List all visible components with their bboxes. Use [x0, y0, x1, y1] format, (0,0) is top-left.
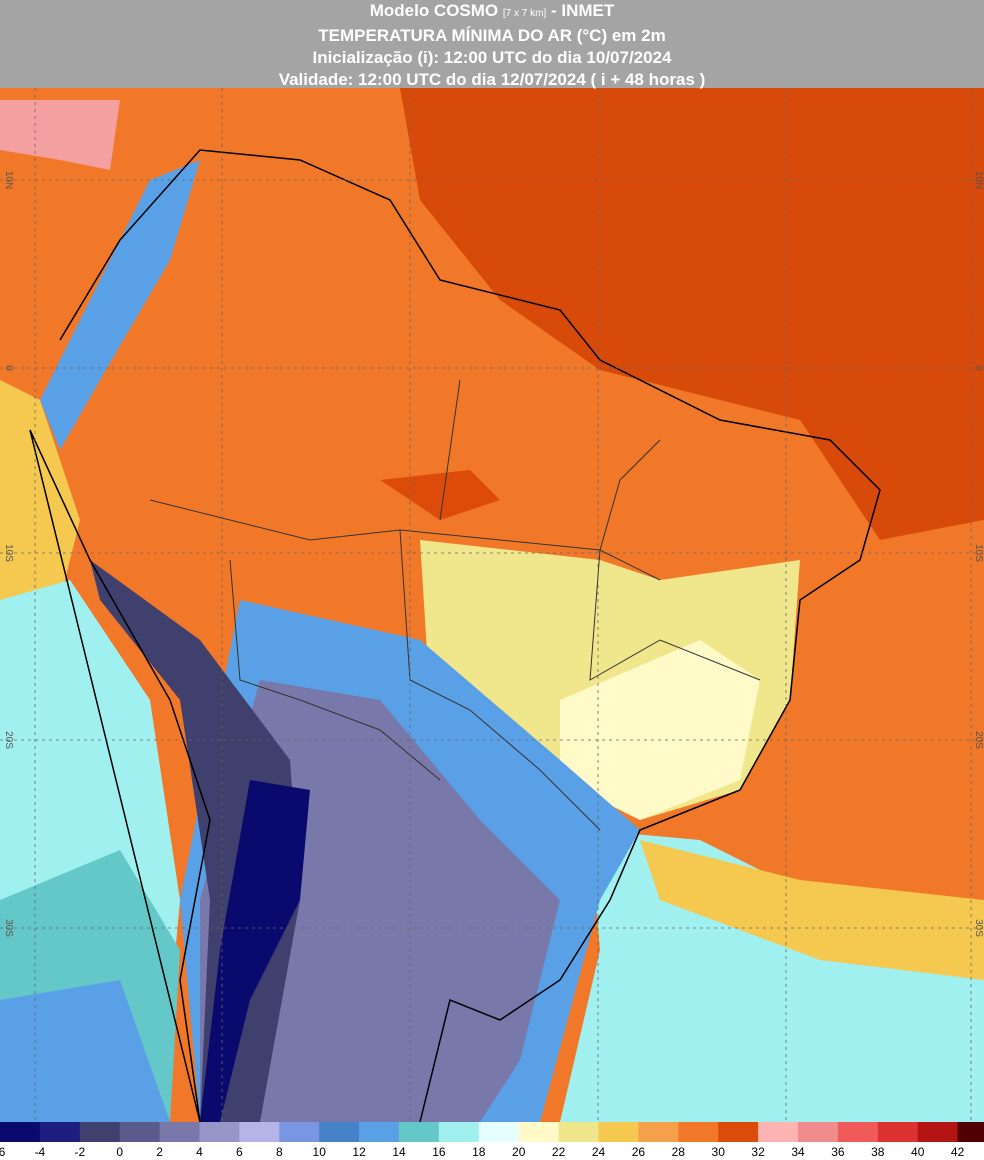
- title-model: Modelo COSMO: [369, 1, 499, 20]
- colorbar-swatch: [877, 1122, 919, 1142]
- colorbar-swatch: [0, 1122, 41, 1142]
- colorbar-swatch: [279, 1122, 320, 1142]
- lat-label: 20S: [973, 731, 984, 749]
- andes-north: [40, 160, 200, 450]
- title-resolution: [7 x 7 km]: [502, 8, 547, 19]
- colorbar-swatch: [558, 1122, 599, 1142]
- colorbar-swatch: [718, 1122, 759, 1142]
- colorbar-label: -6: [0, 1145, 6, 1159]
- ocean-warm: [400, 88, 984, 540]
- colorbar-swatch: [319, 1122, 360, 1142]
- colorbar-label: 20: [512, 1145, 526, 1159]
- colorbar-swatch: [359, 1122, 400, 1142]
- colorbar-label: 14: [392, 1145, 406, 1159]
- colorbar-label: 4: [196, 1145, 203, 1159]
- colorbar-label: 2: [156, 1145, 163, 1159]
- colorbar-label: 10: [313, 1145, 327, 1159]
- colorbar-label: 36: [831, 1145, 845, 1159]
- andes-coldest: [200, 780, 310, 1122]
- title-line: Validade: 12:00 UTC do dia 12/07/2024 ( …: [278, 70, 706, 89]
- colorbar-swatch: [239, 1122, 280, 1142]
- coastline: [29, 149, 881, 1123]
- colorbar-label: 42: [951, 1145, 965, 1159]
- colorbar-swatch: [917, 1122, 959, 1142]
- colorbar-label: 30: [712, 1145, 726, 1159]
- atlantic-warm: [640, 840, 984, 980]
- colorbar-swatch: [957, 1122, 984, 1142]
- colorbar-label: 12: [352, 1145, 366, 1159]
- lat-label: 10N: [3, 171, 14, 189]
- colorbar-label: -2: [74, 1145, 85, 1159]
- colorbar-label: 38: [871, 1145, 885, 1159]
- colorbar-swatch: [79, 1122, 121, 1142]
- pacific-colder: [0, 980, 170, 1122]
- colorbar-label: 6: [236, 1145, 243, 1159]
- title-line: TEMPERATURA MÍNIMA DO AR (°C) em 2m: [318, 26, 666, 45]
- atlantic-cool: [560, 830, 984, 1122]
- lat-label: 10S: [3, 544, 14, 562]
- colorbar-swatch: [39, 1122, 81, 1142]
- colorbar-label: 24: [592, 1145, 606, 1159]
- colorbar-swatch: [798, 1122, 839, 1142]
- colorbar-label: 8: [276, 1145, 283, 1159]
- colorbar-swatch: [159, 1122, 200, 1142]
- colorbar-label: 40: [911, 1145, 925, 1159]
- colorbar-swatch: [119, 1122, 161, 1142]
- colorbar-swatch: [598, 1122, 639, 1142]
- title-line: Modelo COSMO [7 x 7 km] - INMET: [0, 0, 984, 25]
- lat-label: 0: [973, 365, 984, 371]
- colorbar-swatch: [758, 1122, 799, 1142]
- title-bar: Modelo COSMO [7 x 7 km] - INMET TEMPERAT…: [0, 0, 984, 89]
- colorbar-swatch: [199, 1122, 240, 1142]
- colorbar-swatch: [399, 1122, 440, 1142]
- colorbar-label: 0: [116, 1145, 123, 1159]
- colorbar-label: 28: [672, 1145, 686, 1159]
- colorbar-label: 16: [432, 1145, 446, 1159]
- lat-label: 10S: [973, 544, 984, 562]
- colorbar-swatch: [438, 1122, 480, 1142]
- colorbar-swatch: [638, 1122, 679, 1142]
- lat-label: 0: [3, 365, 14, 371]
- lat-label: 20S: [3, 731, 14, 749]
- colorbar-label: -4: [35, 1145, 46, 1159]
- borders: [149, 379, 761, 831]
- title-source: - INMET: [551, 1, 615, 20]
- colorbar-label: 34: [791, 1145, 805, 1159]
- lat-label: 10N: [973, 171, 984, 189]
- pacific-warm: [0, 380, 80, 620]
- colorbar-swatch: [837, 1122, 879, 1142]
- colorbar-label: 18: [472, 1145, 486, 1159]
- lat-label: 30S: [973, 919, 984, 937]
- colorbar-label: 26: [632, 1145, 646, 1159]
- ocean-east: [700, 520, 984, 940]
- colorbar-swatch: [518, 1122, 560, 1142]
- warm-spot: [0, 100, 120, 170]
- lat-label: 30S: [3, 919, 14, 937]
- colorbar-label: 32: [751, 1145, 765, 1159]
- colorbar-label: 22: [552, 1145, 566, 1159]
- land-pale: [560, 640, 760, 820]
- colorbar-swatch: [678, 1122, 719, 1142]
- colorbar-swatch: [478, 1122, 520, 1142]
- title-line: Inicialização (i): 12:00 UTC do dia 10/0…: [312, 48, 672, 67]
- grid: [0, 88, 984, 1122]
